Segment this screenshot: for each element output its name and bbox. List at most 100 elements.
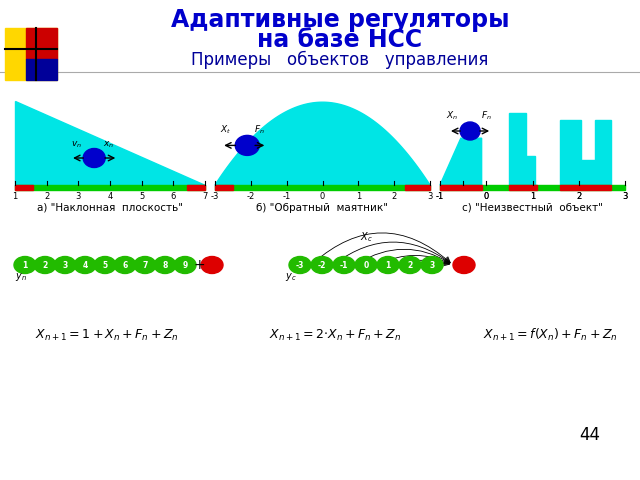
Text: б) "Обратный  маятник": б) "Обратный маятник" (257, 203, 388, 213)
Polygon shape (560, 185, 611, 190)
Text: 3: 3 (429, 261, 435, 269)
Ellipse shape (460, 122, 480, 140)
Text: $X_{n+1} = 2{\cdot}X_n  +  F_n  + Z_n$: $X_{n+1} = 2{\cdot}X_n + F_n + Z_n$ (269, 327, 401, 343)
Text: 1: 1 (530, 192, 535, 201)
Text: $y_n$: $y_n$ (15, 271, 27, 283)
Text: 2: 2 (392, 192, 397, 201)
Polygon shape (15, 185, 33, 190)
Text: +: + (193, 258, 205, 272)
Text: 3: 3 (428, 192, 433, 201)
Text: 3: 3 (62, 261, 68, 269)
Text: а) "Наклонная  плоскость": а) "Наклонная плоскость" (37, 203, 183, 213)
Text: 0: 0 (320, 192, 325, 201)
Text: $y_c$: $y_c$ (285, 271, 297, 283)
Ellipse shape (289, 256, 311, 274)
Ellipse shape (83, 148, 105, 168)
Polygon shape (440, 185, 625, 190)
Bar (26, 59, 57, 80)
Text: 8: 8 (163, 261, 168, 269)
Text: -3: -3 (296, 261, 304, 269)
Polygon shape (215, 102, 430, 185)
Text: $X_{n+1} = f(X_n) +  F_n  + Z_n$: $X_{n+1} = f(X_n) + F_n + Z_n$ (483, 327, 617, 343)
Text: 1: 1 (530, 192, 535, 201)
Text: на базе НСС: на базе НСС (257, 28, 422, 52)
Text: 6: 6 (122, 261, 127, 269)
Ellipse shape (94, 256, 116, 274)
Ellipse shape (311, 256, 333, 274)
Text: -1: -1 (436, 192, 444, 201)
Polygon shape (440, 185, 482, 190)
Text: 4: 4 (108, 192, 113, 201)
Text: -3: -3 (211, 192, 219, 201)
Ellipse shape (201, 256, 223, 274)
Text: 1: 1 (12, 192, 18, 201)
Text: $F_n$: $F_n$ (481, 110, 492, 122)
Text: 1: 1 (385, 261, 390, 269)
Polygon shape (509, 113, 535, 185)
Text: 3: 3 (76, 192, 81, 201)
Text: 5: 5 (102, 261, 108, 269)
Text: -1: -1 (340, 261, 348, 269)
Text: 2: 2 (44, 192, 49, 201)
Ellipse shape (54, 256, 76, 274)
Text: 7: 7 (142, 261, 148, 269)
Polygon shape (509, 185, 537, 190)
Text: $X_c$: $X_c$ (360, 230, 372, 244)
Bar (26, 28, 57, 59)
Ellipse shape (236, 135, 259, 156)
Polygon shape (215, 185, 430, 190)
Ellipse shape (134, 256, 156, 274)
Text: 2: 2 (408, 261, 413, 269)
Text: 3: 3 (622, 192, 628, 201)
Text: $X_t$: $X_t$ (220, 123, 231, 136)
Text: 1: 1 (22, 261, 28, 269)
Bar (5, 28, 57, 80)
Ellipse shape (421, 256, 443, 274)
Ellipse shape (74, 256, 96, 274)
Ellipse shape (114, 256, 136, 274)
Text: 0: 0 (484, 192, 489, 201)
Text: Примеры   объектов   управления: Примеры объектов управления (191, 51, 489, 69)
Text: $F_n$: $F_n$ (254, 123, 265, 136)
Text: $v_n$: $v_n$ (70, 139, 82, 149)
Text: 7: 7 (202, 192, 208, 201)
Text: -2: -2 (318, 261, 326, 269)
Polygon shape (440, 138, 482, 185)
Text: $X_n$: $X_n$ (446, 110, 458, 122)
Text: -1: -1 (282, 192, 291, 201)
Text: 4: 4 (83, 261, 88, 269)
Text: $X_{n+1} = 1+ X_n  +  F_n  + Z_n$: $X_{n+1} = 1+ X_n + F_n + Z_n$ (35, 327, 179, 343)
Text: $x_n$: $x_n$ (102, 139, 114, 149)
Ellipse shape (174, 256, 196, 274)
Polygon shape (15, 101, 205, 185)
Bar (26, 59, 57, 80)
Text: с) "Неизвестный  объект": с) "Неизвестный объект" (462, 203, 603, 213)
Polygon shape (560, 120, 611, 185)
Polygon shape (15, 185, 205, 190)
Ellipse shape (453, 256, 475, 274)
Ellipse shape (355, 256, 377, 274)
Text: 1: 1 (356, 192, 361, 201)
Text: 2: 2 (576, 192, 581, 201)
Ellipse shape (14, 256, 36, 274)
Polygon shape (187, 185, 205, 190)
Ellipse shape (154, 256, 176, 274)
Text: 9: 9 (182, 261, 188, 269)
Text: Адаптивные регуляторы: Адаптивные регуляторы (171, 8, 509, 32)
Ellipse shape (34, 256, 56, 274)
Polygon shape (215, 185, 233, 190)
Polygon shape (405, 185, 430, 190)
Ellipse shape (333, 256, 355, 274)
Text: -2: -2 (246, 192, 255, 201)
Text: 2: 2 (576, 192, 581, 201)
Text: 0: 0 (484, 192, 489, 201)
Text: 0: 0 (364, 261, 369, 269)
Text: 6: 6 (171, 192, 176, 201)
Text: 44: 44 (579, 426, 600, 444)
Ellipse shape (399, 256, 421, 274)
Text: 2: 2 (42, 261, 47, 269)
Text: 3: 3 (622, 192, 628, 201)
Text: -1: -1 (436, 192, 444, 201)
Text: 5: 5 (139, 192, 144, 201)
Ellipse shape (377, 256, 399, 274)
